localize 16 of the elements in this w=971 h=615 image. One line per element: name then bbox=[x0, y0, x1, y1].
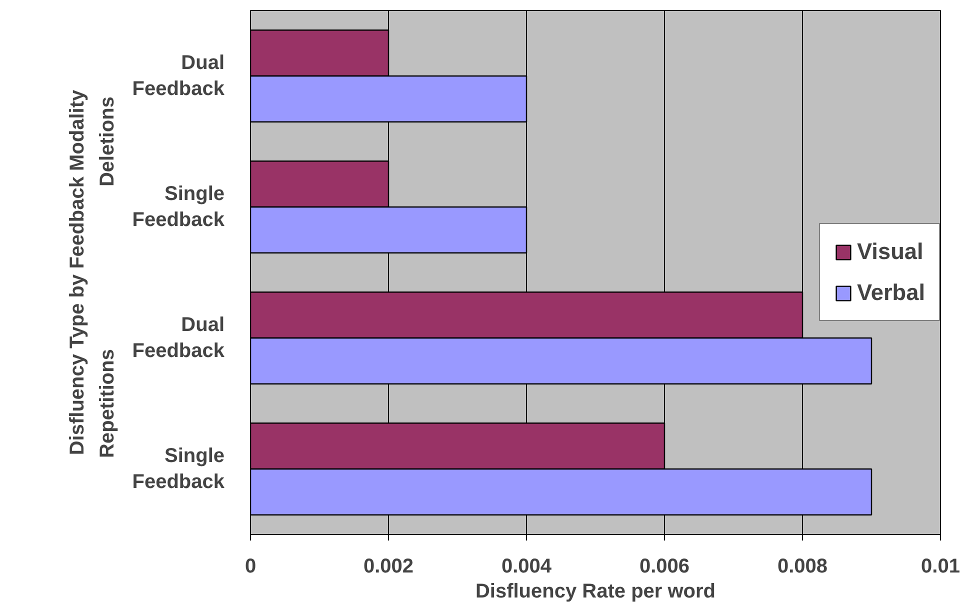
text: Repetitions bbox=[96, 349, 118, 458]
legend-label: Visual bbox=[856, 238, 924, 265]
y-tick-label: Dual Feedback bbox=[132, 314, 226, 362]
x-tick-label: 0.004 bbox=[501, 556, 552, 578]
y-tick-label: Single Feedback bbox=[132, 444, 226, 494]
y-axis-title: Disfluency Type by Feedback Modality bbox=[66, 88, 88, 456]
x-tick-label: 0.008 bbox=[777, 556, 828, 578]
x-tick-label: 0 bbox=[244, 556, 256, 578]
x-tick-label: 0.002 bbox=[363, 556, 414, 578]
legend-label: Verbal bbox=[856, 279, 925, 306]
x-axis-title: Disfluency Rate per word bbox=[475, 580, 716, 602]
x-tick-label: 0.01 bbox=[921, 556, 960, 578]
x-tick-label: 0.006 bbox=[639, 556, 690, 578]
y-tick-label: Dual Feedback bbox=[132, 52, 226, 100]
y-tick-label: Single Feedback bbox=[132, 182, 226, 232]
text: Deletions bbox=[96, 96, 118, 187]
